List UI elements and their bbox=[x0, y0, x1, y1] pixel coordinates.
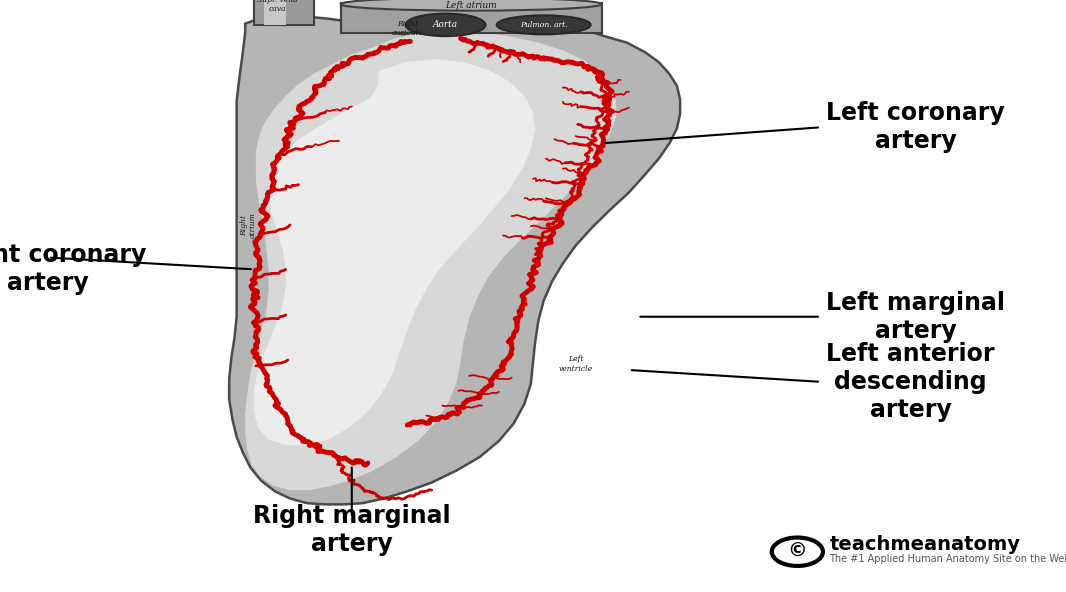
Text: Aorta: Aorta bbox=[433, 20, 458, 30]
Text: Left anterior
descending
artery: Left anterior descending artery bbox=[826, 342, 995, 422]
Polygon shape bbox=[341, 3, 602, 33]
Text: ©: © bbox=[788, 542, 807, 561]
Text: Left coronary
artery: Left coronary artery bbox=[826, 101, 1005, 153]
Polygon shape bbox=[254, 0, 314, 25]
Polygon shape bbox=[229, 15, 680, 504]
Text: Supr. vena
cava: Supr. vena cava bbox=[257, 0, 297, 14]
Circle shape bbox=[772, 538, 823, 566]
Text: teachmeanatomy: teachmeanatomy bbox=[829, 535, 1020, 554]
Ellipse shape bbox=[341, 0, 602, 11]
Ellipse shape bbox=[405, 14, 486, 36]
Text: Right
atrium: Right atrium bbox=[240, 212, 257, 238]
Text: Left marginal
artery: Left marginal artery bbox=[826, 291, 1005, 343]
Text: Left
ventricle: Left ventricle bbox=[559, 355, 593, 373]
Polygon shape bbox=[254, 59, 535, 445]
Text: Right
auricula: Right auricula bbox=[391, 20, 423, 37]
Polygon shape bbox=[245, 31, 616, 490]
Text: Right marginal
artery: Right marginal artery bbox=[253, 504, 451, 556]
Text: Right coronary
artery: Right coronary artery bbox=[0, 243, 147, 295]
Ellipse shape bbox=[497, 15, 591, 34]
Text: The #1 Applied Human Anatomy Site on the Web.: The #1 Applied Human Anatomy Site on the… bbox=[829, 555, 1066, 564]
Polygon shape bbox=[264, 0, 286, 25]
Text: Pulmon. art.: Pulmon. art. bbox=[520, 21, 567, 29]
Text: Left atrium: Left atrium bbox=[446, 1, 497, 11]
